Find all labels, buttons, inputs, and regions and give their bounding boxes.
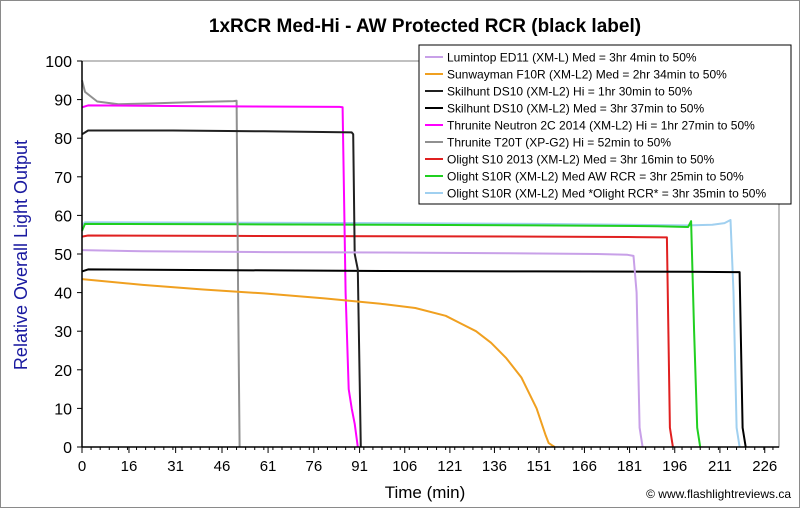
- credit-text: © www.flashlightreviews.ca: [646, 487, 791, 501]
- x-tick-label: 106: [392, 458, 417, 475]
- x-tick-label: 61: [260, 458, 277, 475]
- series-line: [81, 249, 644, 448]
- legend-box: [418, 44, 792, 205]
- x-tick-label: 121: [437, 458, 462, 475]
- y-axis-label: Relative Overall Light Output: [11, 140, 31, 370]
- legend: Lumintop ED11 (XM-L) Med = 3hr 4min to 5…: [418, 44, 792, 205]
- y-tick-label: 100: [45, 54, 72, 71]
- y-tick-label: 90: [54, 93, 72, 110]
- y-tick-label: 0: [63, 440, 72, 457]
- y-tick-label: 50: [54, 247, 72, 264]
- legend-label: Thrunite Neutron 2C 2014 (XM-L2) Hi = 1h…: [447, 119, 755, 133]
- series-line: [81, 80, 241, 448]
- legend-label: Sunwayman F10R (XM-L2) Med = 2hr 34min t…: [447, 68, 727, 82]
- x-tick-label: 0: [78, 458, 86, 475]
- y-tick-label: 80: [54, 131, 72, 148]
- y-tick-label: 70: [54, 170, 72, 187]
- series-line: [81, 278, 556, 448]
- series-line: [81, 104, 359, 448]
- y-tick-label: 40: [54, 286, 72, 303]
- x-tick-label: 76: [305, 458, 322, 475]
- x-tick-label: 196: [662, 458, 687, 475]
- legend-label: Olight S10 2013 (XM-L2) Med = 3hr 16min …: [447, 153, 714, 167]
- legend-label: Olight S10R (XM-L2) Med AW RCR = 3hr 25m…: [447, 170, 744, 184]
- chart-title: 1xRCR Med-Hi - AW Protected RCR (black l…: [209, 16, 641, 37]
- x-tick-label: 91: [351, 458, 368, 475]
- x-tick-label: 226: [752, 458, 777, 475]
- x-tick-label: 16: [121, 458, 138, 475]
- x-tick-label: 46: [214, 458, 231, 475]
- legend-label: Thrunite T20T (XP-G2) Hi = 52min to 50%: [447, 136, 671, 150]
- y-tick-label: 30: [54, 324, 72, 341]
- series-line: [81, 220, 702, 448]
- legend-label: Lumintop ED11 (XM-L) Med = 3hr 4min to 5…: [447, 51, 697, 65]
- y-tick-label: 20: [54, 363, 72, 380]
- legend-label: Skilhunt DS10 (XM-L2) Med = 3hr 37min to…: [447, 102, 704, 116]
- series-line: [81, 129, 362, 448]
- series-line: [81, 268, 747, 448]
- legend-label: Olight S10R (XM-L2) Med *Olight RCR* = 3…: [447, 187, 766, 201]
- x-tick-label: 136: [482, 458, 507, 475]
- legend-label: Skilhunt DS10 (XM-L2) Hi = 1hr 30min to …: [447, 85, 692, 99]
- x-tick-label: 211: [708, 458, 732, 475]
- x-axis-label: Time (min): [385, 483, 466, 502]
- x-tick-label: 166: [572, 458, 597, 475]
- x-tick-label: 31: [167, 458, 184, 475]
- series-line: [81, 234, 674, 448]
- x-tick-label: 151: [526, 458, 551, 475]
- series-line: [81, 219, 741, 448]
- y-tick-label: 10: [54, 401, 72, 418]
- y-tick-label: 60: [54, 208, 72, 225]
- x-tick-label: 181: [617, 458, 642, 475]
